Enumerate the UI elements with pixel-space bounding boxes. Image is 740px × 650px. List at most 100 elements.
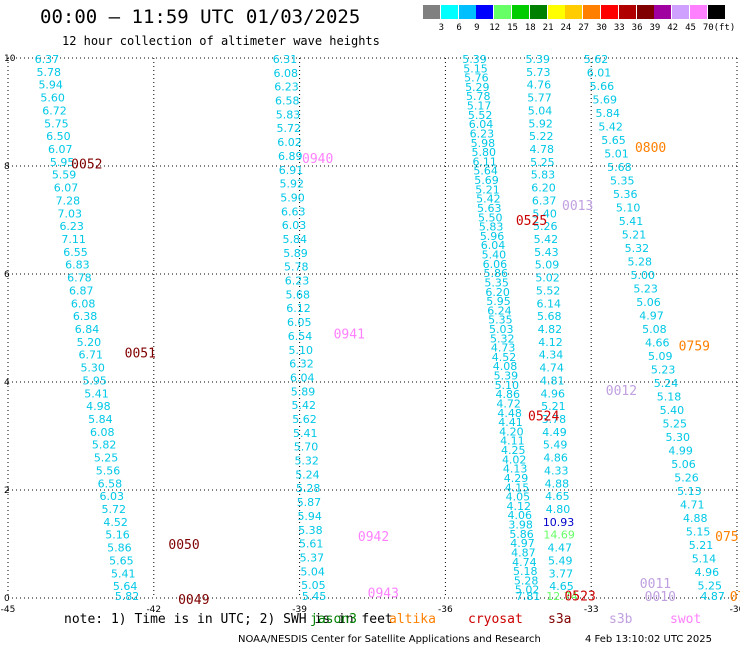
wave-height-value: 5.29 — [465, 81, 490, 94]
generation-timestamp: 4 Feb 13:10:02 UTC 2025 — [585, 634, 712, 645]
wave-height-value: 4.98 — [86, 400, 111, 413]
legend-s3a: s3a — [548, 612, 572, 627]
color-scale-label: 39 — [649, 23, 661, 33]
wave-height-value: 6.02 — [277, 136, 302, 149]
x-tick-label: -33 — [584, 605, 599, 615]
wave-height-value: 5.78 — [37, 66, 62, 79]
wave-height-value: 5.42 — [534, 233, 559, 246]
wave-height-value: 5.39 — [494, 370, 519, 383]
wave-height-value: 5.94 — [38, 79, 63, 92]
wave-height-value: 5.30 — [80, 362, 105, 375]
wave-height-value: 5.41 — [111, 567, 136, 580]
wave-height-value: 5.64 — [473, 165, 498, 178]
wave-height-value: 4.48 — [497, 407, 522, 420]
wave-height-value: 6.24 — [487, 304, 512, 317]
x-tick-label: -36 — [438, 605, 453, 615]
wave-height-value: 6.37 — [35, 53, 60, 66]
wave-height-value: 5.84 — [282, 233, 307, 246]
wave-height-value: 4.97 — [510, 537, 535, 550]
wave-height-value: 5.69 — [593, 94, 618, 107]
wave-height-value: 4.12 — [538, 336, 563, 349]
wave-height-value: 4.88 — [545, 477, 570, 490]
wave-height-value: 5.01 — [604, 148, 629, 161]
wave-height-value: 5.95 — [82, 374, 107, 387]
wave-height-value: 6.37 — [532, 194, 557, 207]
wave-height-value: 4.02 — [502, 453, 527, 466]
wave-height-value: 5.26 — [674, 472, 699, 485]
wave-height-value: 5.95 — [486, 295, 511, 308]
wave-height-value: 5.56 — [96, 464, 121, 477]
wave-height-value: 5.24 — [295, 468, 320, 481]
wave-height-value: 5.21 — [475, 183, 500, 196]
pass-number-label: 0049 — [178, 593, 209, 608]
color-scale-swatch — [690, 5, 707, 19]
wave-height-value: 5.35 — [484, 276, 509, 289]
wave-height-value: 5.40 — [532, 207, 557, 220]
wave-height-value: 6.20 — [485, 286, 510, 299]
wave-height-value: 5.61 — [299, 538, 324, 551]
wave-height-value: 5.10 — [288, 344, 313, 357]
wave-height-value: 5.68 — [285, 288, 310, 301]
x-tick-label: -39 — [292, 605, 307, 615]
color-scale-label: 27 — [578, 23, 590, 33]
wave-height-value: 4.97 — [639, 310, 664, 323]
color-scale-label: 45 — [685, 23, 696, 33]
wave-height-value: 4.34 — [539, 349, 564, 362]
wave-height-value: 7.03 — [58, 207, 83, 220]
wave-height-value: 6.14 — [536, 297, 561, 310]
color-scale-swatch — [707, 5, 725, 19]
wave-height-value: 5.42 — [291, 399, 316, 412]
wave-height-value: 6.58 — [98, 477, 123, 490]
color-scale-swatch — [529, 5, 547, 19]
wave-height-value: 3.78 — [542, 413, 567, 426]
wave-height-value: 5.23 — [633, 283, 658, 296]
wave-height-value: 6.07 — [54, 182, 79, 195]
legend-cryosat: cryosat — [468, 612, 523, 627]
wave-height-value: 5.41 — [293, 427, 318, 440]
wave-height-value: 6.20 — [531, 182, 556, 195]
wave-height-value: 5.50 — [478, 211, 503, 224]
wave-height-value: 4.74 — [539, 362, 564, 375]
wave-height-value: 5.95 — [50, 156, 75, 169]
wave-height-value: 5.15 — [463, 62, 488, 75]
wave-height-value: 5.25 — [698, 580, 723, 593]
wave-height-value: 4.71 — [680, 499, 705, 512]
x-tick-label: -30 — [730, 605, 740, 615]
wave-height-value: 4.52 — [103, 516, 128, 529]
x-tick-label: -45 — [1, 605, 16, 615]
wave-height-value: 6.50 — [46, 130, 71, 143]
color-scale-label: 12 — [489, 23, 501, 33]
wave-height-value: 5.23 — [651, 364, 676, 377]
wave-height-value: 4.65 — [545, 490, 570, 503]
pass-number-label: 0011 — [640, 577, 671, 592]
wave-height-value: 5.02 — [535, 272, 560, 285]
wave-height-value: 6.58 — [275, 95, 300, 108]
color-scale-swatch — [476, 5, 494, 19]
wave-height-value: 6.23 — [59, 220, 84, 233]
color-scale-swatch — [583, 5, 601, 19]
wave-height-value: 6.89 — [278, 150, 303, 163]
wave-height-value: 6.72 — [42, 104, 67, 117]
wave-height-value: 5.49 — [543, 439, 568, 452]
wave-height-value: 4.52 — [492, 351, 517, 364]
wave-height-value: 5.60 — [40, 92, 65, 105]
pass-number-label: 075 — [715, 530, 738, 545]
wave-height-value: 6.08 — [71, 297, 96, 310]
color-scale-swatch — [512, 5, 529, 19]
wave-height-value: 6.04 — [290, 371, 315, 384]
wave-height-value: 5.72 — [277, 122, 302, 135]
wave-height-value: 5.83 — [531, 169, 556, 182]
wave-height-value: 4.66 — [645, 337, 670, 350]
wave-height-value: 5.37 — [300, 551, 325, 564]
wave-height-value: 5.72 — [101, 503, 126, 516]
wave-height-value: 6.83 — [65, 259, 90, 272]
wave-height-value: 5.62 — [292, 413, 317, 426]
wave-height-value: 4.81 — [540, 374, 565, 387]
wave-height-value: 6.11 — [472, 155, 497, 168]
pass-number-label: 0525 — [516, 214, 547, 229]
wave-height-value: 6.03 — [100, 490, 125, 503]
wave-height-value: 4.15 — [505, 481, 530, 494]
wave-height-value: 4.06 — [507, 509, 532, 522]
wave-height-value: 5.41 — [619, 215, 644, 228]
wave-height-value: 5.94 — [297, 510, 322, 523]
